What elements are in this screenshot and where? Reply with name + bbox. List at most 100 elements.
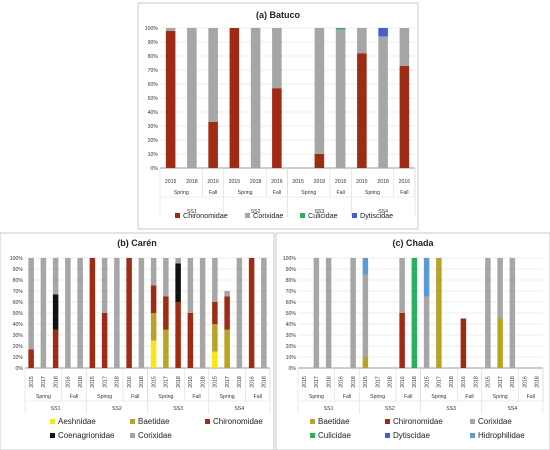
legend-swatch bbox=[385, 419, 390, 424]
season-label: Spring bbox=[370, 394, 385, 400]
legend-item-label: Baetidae bbox=[138, 417, 170, 426]
x-tick-label: 2016 bbox=[188, 376, 194, 388]
bar-segment-baetidae bbox=[436, 258, 442, 368]
x-tick-label: 2018 bbox=[250, 179, 262, 185]
y-tick-label: 10% bbox=[13, 355, 24, 361]
season-label: Fall bbox=[192, 394, 200, 400]
y-tick-label: 60% bbox=[13, 300, 24, 306]
bar-segment-corixidae bbox=[77, 258, 83, 368]
season-label: Fall bbox=[70, 394, 78, 400]
y-tick-label: 30% bbox=[148, 124, 159, 130]
site-label: SS1 bbox=[324, 406, 334, 412]
legend-item-label: Corixidae bbox=[478, 417, 512, 426]
bar-segment-corixidae bbox=[187, 258, 194, 313]
bar-segment-corixidae bbox=[52, 258, 59, 295]
bar-segment-corixidae bbox=[399, 28, 410, 66]
legend-swatch bbox=[470, 433, 475, 438]
x-tick-label: 2015 bbox=[356, 179, 368, 185]
legend-item-label: Culicidae bbox=[318, 431, 351, 440]
x-tick-label: 2018 bbox=[351, 376, 357, 388]
legend-swatch bbox=[245, 213, 250, 218]
y-tick-label: 40% bbox=[13, 322, 24, 328]
y-tick-label: 90% bbox=[148, 40, 159, 46]
bar-segment-corixidae bbox=[325, 258, 332, 368]
legend-swatch bbox=[50, 419, 55, 424]
bar-segment-corixidae bbox=[163, 258, 169, 297]
bar-segment-corixidae bbox=[350, 258, 356, 368]
chart-title: (b) Carén bbox=[117, 238, 157, 248]
x-tick-label: 2017 bbox=[498, 376, 504, 388]
y-tick-label: 30% bbox=[286, 333, 297, 339]
season-label: Fall bbox=[465, 394, 473, 400]
legend-item-label: Chironomidae bbox=[393, 417, 443, 426]
season-label: Spring bbox=[174, 190, 189, 196]
season-label: Spring bbox=[220, 394, 235, 400]
site-label: SS4 bbox=[378, 209, 388, 215]
season-label: Spring bbox=[97, 394, 112, 400]
x-tick-label: 2017 bbox=[375, 376, 381, 388]
season-label: Fall bbox=[273, 190, 281, 196]
bar-segment-corixidae bbox=[101, 258, 108, 313]
bar-segment-chironomidae bbox=[187, 313, 194, 368]
season-label: Spring bbox=[36, 394, 51, 400]
bar-segment-corixidae bbox=[175, 258, 181, 264]
bar-segment-corixidae bbox=[187, 28, 197, 168]
y-tick-label: 80% bbox=[286, 278, 297, 284]
legend-item-label: Dytiscidae bbox=[360, 211, 393, 220]
x-tick-label: 2018 bbox=[314, 179, 326, 185]
legend-item-label: Corixidae bbox=[253, 211, 283, 220]
bar-segment-aeshnidae bbox=[150, 340, 157, 368]
legend-swatch bbox=[130, 433, 135, 438]
y-tick-label: 20% bbox=[148, 138, 159, 144]
panel-batuco: (a) Batuco 0% 10% 20% 30% 40% 50% 60% 70% 80% 90% 1… bbox=[137, 2, 419, 230]
season-label: Spring bbox=[158, 394, 173, 400]
bar-segment-baetidae bbox=[212, 324, 218, 352]
bar-segment-corixidae bbox=[357, 28, 367, 54]
bar-segment-culicidae bbox=[335, 28, 346, 30]
site-label: SS3 bbox=[173, 406, 183, 412]
bar-segment-corixidae bbox=[224, 291, 230, 297]
bar-segment-corixidae bbox=[272, 28, 282, 89]
x-tick-label: 2018 bbox=[388, 376, 394, 388]
legend-swatch bbox=[205, 419, 210, 424]
legend-item-label: Aeshnidae bbox=[58, 417, 96, 426]
x-tick-label: 2018 bbox=[510, 376, 516, 388]
y-tick-label: 80% bbox=[148, 54, 159, 60]
bar-segment-chironomidae bbox=[224, 296, 230, 330]
legend-swatch bbox=[175, 213, 180, 218]
legend-swatch bbox=[310, 419, 315, 424]
legend-item-label: Baetidae bbox=[318, 417, 350, 426]
x-tick-label: 2015 bbox=[213, 376, 219, 388]
season-label: Spring bbox=[365, 190, 380, 196]
x-tick-label: 2018 bbox=[262, 376, 268, 388]
x-tick-label: 2015 bbox=[151, 376, 157, 388]
y-tick-label: 50% bbox=[148, 96, 159, 102]
season-label: Fall bbox=[404, 394, 412, 400]
bar-segment-baetidae bbox=[362, 357, 369, 368]
x-tick-label: 2017 bbox=[102, 376, 108, 388]
site-label: SS3 bbox=[314, 209, 324, 215]
bar-segment-baetidae bbox=[150, 313, 157, 341]
site-label: SS4 bbox=[234, 406, 244, 412]
site-label: SS2 bbox=[385, 406, 395, 412]
x-tick-label: 2018 bbox=[377, 179, 389, 185]
bar-segment-corixidae bbox=[138, 258, 145, 368]
legend-swatch bbox=[470, 419, 475, 424]
x-tick-label: 2015 bbox=[292, 179, 304, 185]
chart-title: (c) Chada bbox=[392, 238, 434, 248]
bar-segment-corixidae bbox=[362, 274, 369, 357]
x-tick-label: 2018 bbox=[473, 376, 479, 388]
y-tick-label: 50% bbox=[13, 311, 24, 317]
y-tick-label: 100% bbox=[145, 26, 159, 32]
x-tick-label: 2016 bbox=[339, 376, 345, 388]
bar-segment-corixidae bbox=[114, 258, 120, 368]
bar-segment-chironomidae bbox=[229, 28, 240, 168]
bar-segment-chironomidae bbox=[126, 258, 132, 368]
x-tick-label: 2018 bbox=[78, 376, 84, 388]
x-tick-label: 2018 bbox=[176, 376, 182, 388]
bar-segment-hidrophilidae bbox=[423, 258, 430, 297]
bar-segment-chironomidae bbox=[163, 296, 169, 330]
x-tick-label: 2018 bbox=[449, 376, 455, 388]
bar-segment-corixidae bbox=[423, 296, 430, 368]
bar-segment-aeshnidae bbox=[212, 351, 218, 368]
